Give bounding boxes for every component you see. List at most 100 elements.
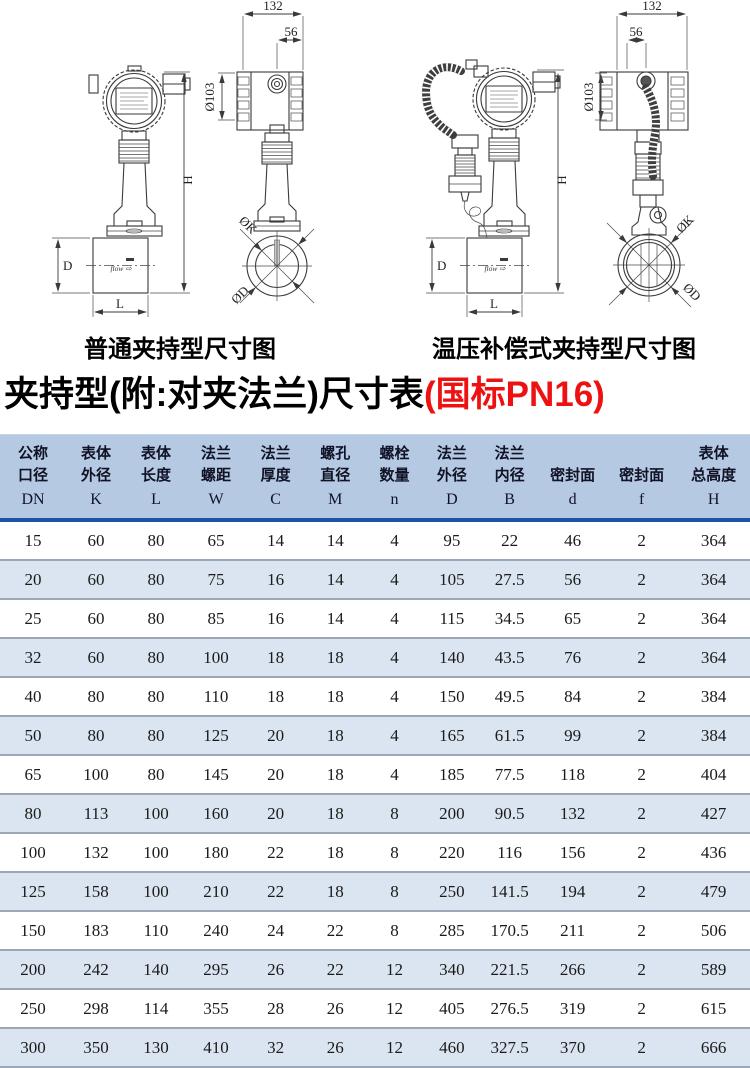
cell-W: 180 — [186, 832, 246, 872]
dim-label-bolt-circle: ØK — [673, 211, 697, 235]
ordinary-side-view — [218, 11, 315, 304]
dim-label-body-length: L — [490, 296, 498, 311]
dim-label-body-length: L — [116, 296, 124, 311]
column-header-M: 螺孔 直径 M — [305, 434, 366, 522]
cell-f: 2 — [637, 530, 646, 550]
dim-label-port-offset: 56 — [285, 24, 299, 39]
cell-W: 110 — [186, 676, 246, 716]
cell-C: 24 — [246, 910, 306, 950]
cell-n: 8 — [365, 832, 424, 872]
cell-B: 49.5 — [480, 676, 540, 716]
cell-B: 221.5 — [480, 949, 540, 989]
cell-d: 99 — [539, 715, 606, 755]
cell-f: 2 — [605, 754, 678, 794]
cell-L: 140 — [126, 949, 186, 989]
cell-H: 404 — [677, 754, 750, 794]
cell-n: 4 — [365, 715, 424, 755]
cell-DN: 40 — [0, 676, 66, 716]
cell-W: 65 — [207, 530, 225, 550]
cell-d: 211 — [539, 910, 606, 950]
cell-H: 436 — [677, 832, 750, 872]
compensated-clamp-drawing: D L H 132 56 Ø103 ØK ØD flow ⇨ — [421, 0, 704, 317]
cell-C: 22 — [246, 832, 306, 872]
cell-M: 18 — [305, 832, 366, 872]
table-row-dn-150: 150 183 110 240 24 22 8 285 170.5 211 2 506 — [0, 910, 750, 950]
cell-M: 18 — [305, 754, 366, 794]
cell-C: 16 — [246, 559, 306, 599]
table-row-dn-15: 15 60 80 65 14 14 4 95 22 46 2 364 — [0, 520, 750, 560]
cell-f: 2 — [605, 910, 678, 950]
cell-K: 80 — [66, 676, 126, 716]
table-row-dn-300: 300 350 130 410 32 26 12 460 327.5 370 2 666 — [0, 1027, 750, 1068]
dimension-table-body: 15 60 80 65 14 14 4 95 22 46 2 364 20 60 80 75 16 14 4 105 2… — [0, 520, 750, 1068]
cell-H: 364 — [677, 598, 750, 638]
cell-K: 60 — [66, 637, 126, 677]
cell-DN: 80 — [0, 793, 66, 833]
cell-M: 26 — [305, 988, 366, 1028]
cell-M: 22 — [305, 949, 366, 989]
flow-direction-label: flow ⇨ — [110, 264, 132, 273]
cell-D: 460 — [423, 1027, 480, 1068]
cell-M: 18 — [305, 715, 366, 755]
cell-K: 60 — [66, 559, 126, 599]
dim-label-body-height: D — [63, 258, 72, 273]
cell-DN: 25 — [0, 598, 66, 638]
cell-D: 405 — [423, 988, 480, 1028]
cell-C: 18 — [246, 637, 306, 677]
cell-DN: 20 — [0, 559, 66, 599]
cell-H: 427 — [677, 793, 750, 833]
compensated-side-view — [595, 11, 694, 308]
cell-D: 200 — [423, 793, 480, 833]
cell-L: 100 — [126, 832, 186, 872]
cell-C: 18 — [246, 676, 306, 716]
cell-C: 20 — [246, 793, 306, 833]
column-header-C: 法兰 厚度 C — [246, 434, 306, 522]
cell-D: 115 — [423, 598, 480, 638]
cell-f: 2 — [605, 949, 678, 989]
cell-C: 20 — [246, 754, 306, 794]
cell-n: 4 — [365, 559, 424, 599]
cell-K: 298 — [66, 988, 126, 1028]
cell-B: 327.5 — [480, 1027, 540, 1068]
column-header-L: 表体 长度 L — [126, 434, 186, 522]
cell-K: 242 — [66, 949, 126, 989]
cell-DN: 300 — [0, 1027, 66, 1068]
cell-DN: 150 — [0, 910, 66, 950]
table-row-dn-200: 200 242 140 295 26 22 12 340 221.5 266 2 589 — [0, 949, 750, 989]
column-header-W: 法兰 螺距 W — [186, 434, 246, 522]
cell-f: 2 — [605, 793, 678, 833]
cell-W: 160 — [186, 793, 246, 833]
cell-DN: 125 — [0, 871, 66, 911]
cell-W: 145 — [186, 754, 246, 794]
cell-B: 276.5 — [480, 988, 540, 1028]
cell-W: 240 — [186, 910, 246, 950]
cell-f: 2 — [605, 1027, 678, 1068]
cell-d: 65 — [539, 598, 606, 638]
cell-d: 118 — [539, 754, 606, 794]
dim-label-total-height: H — [554, 175, 569, 184]
cell-n: 8 — [365, 910, 424, 950]
table-row-dn-80: 80 113 100 160 20 18 8 200 90.5 132 2 427 — [0, 793, 750, 833]
cell-L: 110 — [126, 910, 186, 950]
table-row-dn-65: 65 100 80 145 20 18 4 185 77.5 118 2 404 — [0, 754, 750, 794]
cell-D: 140 — [423, 637, 480, 677]
dim-label-bolt-circle: ØK — [236, 213, 260, 237]
column-header-K: 表体 外径 K — [66, 434, 126, 522]
cell-M: 26 — [305, 1027, 366, 1068]
cell-W: 295 — [186, 949, 246, 989]
table-row-dn-125: 125 158 100 210 22 18 8 250 141.5 194 2 479 — [0, 871, 750, 911]
cell-D: 165 — [423, 715, 480, 755]
cell-d: 370 — [539, 1027, 606, 1068]
cell-f: 2 — [605, 715, 678, 755]
cell-L: 80 — [126, 637, 186, 677]
ordinary-clamp-drawing: D L H 132 56 Ø103 ØK ØD flow ⇨ — [52, 0, 315, 317]
cell-DN: 15 — [24, 530, 42, 550]
cell-n: 4 — [365, 598, 424, 638]
cell-B: 22 — [501, 530, 519, 550]
header-row: 公称 口径 DN 表体 外径 K 表体 长度 L 法兰 螺距 W 法兰 厚度 C 螺孔 直径 M 螺栓 数量 n 法兰 外径… — [0, 434, 750, 522]
cell-M: 22 — [305, 910, 366, 950]
cell-C: 22 — [246, 871, 306, 911]
cell-D: 340 — [423, 949, 480, 989]
cell-K: 350 — [66, 1027, 126, 1068]
page-title-standard: (国标PN16) — [423, 375, 605, 414]
